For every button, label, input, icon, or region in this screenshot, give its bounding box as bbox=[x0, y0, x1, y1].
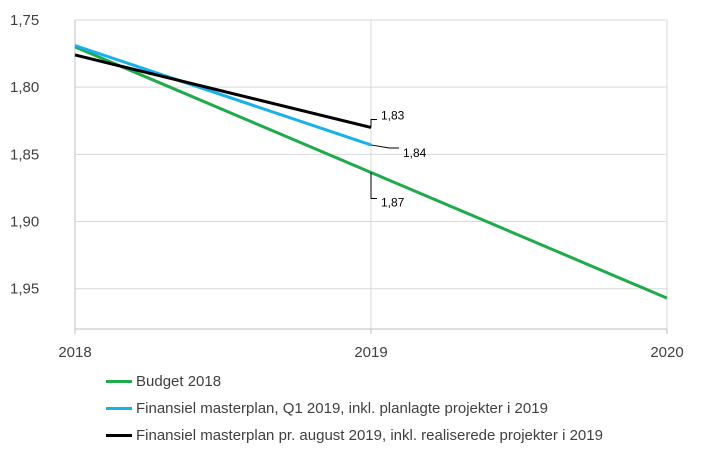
legend-item-masterplan-q1-2019: Finansiel masterplan, Q1 2019, inkl. pla… bbox=[106, 395, 603, 422]
legend-swatch bbox=[106, 407, 132, 410]
x-tick-label: 2020 bbox=[650, 344, 683, 361]
data-label-leader bbox=[370, 172, 377, 199]
data-label-leader bbox=[370, 118, 377, 128]
x-tick-label: 2019 bbox=[354, 344, 387, 361]
data-label: 1,87 bbox=[381, 195, 405, 209]
y-tick-label: 1,85 bbox=[10, 146, 39, 163]
legend-label: Finansiel masterplan, Q1 2019, inkl. pla… bbox=[136, 400, 548, 417]
legend-label: Finansiel masterplan pr. august 2019, in… bbox=[136, 427, 603, 444]
legend-item-masterplan-august-2019: Finansiel masterplan pr. august 2019, in… bbox=[106, 422, 603, 449]
legend-item-budget-2018: Budget 2018 bbox=[106, 368, 603, 395]
y-tick-label: 1,75 bbox=[10, 12, 39, 29]
legend-label: Budget 2018 bbox=[136, 373, 222, 390]
series-line bbox=[74, 44, 372, 147]
y-tick-label: 1,95 bbox=[10, 281, 39, 298]
data-label: 1,84 bbox=[403, 146, 427, 160]
series-line bbox=[74, 53, 372, 129]
data-labels: 1,83 1,84 1,87 bbox=[370, 108, 427, 209]
legend-swatch bbox=[106, 434, 132, 437]
y-tick-label: 1,80 bbox=[10, 79, 39, 96]
x-tick-label: 2018 bbox=[58, 344, 91, 361]
data-label: 1,83 bbox=[381, 108, 405, 122]
legend-swatch bbox=[106, 380, 132, 383]
data-label-leader bbox=[370, 144, 399, 149]
y-tick-label: 1,90 bbox=[10, 214, 39, 231]
axes: 1,75 1,80 1,85 1,90 1,95 2018 2019 2020 bbox=[10, 12, 684, 361]
legend: Budget 2018 Finansiel masterplan, Q1 201… bbox=[106, 368, 603, 449]
